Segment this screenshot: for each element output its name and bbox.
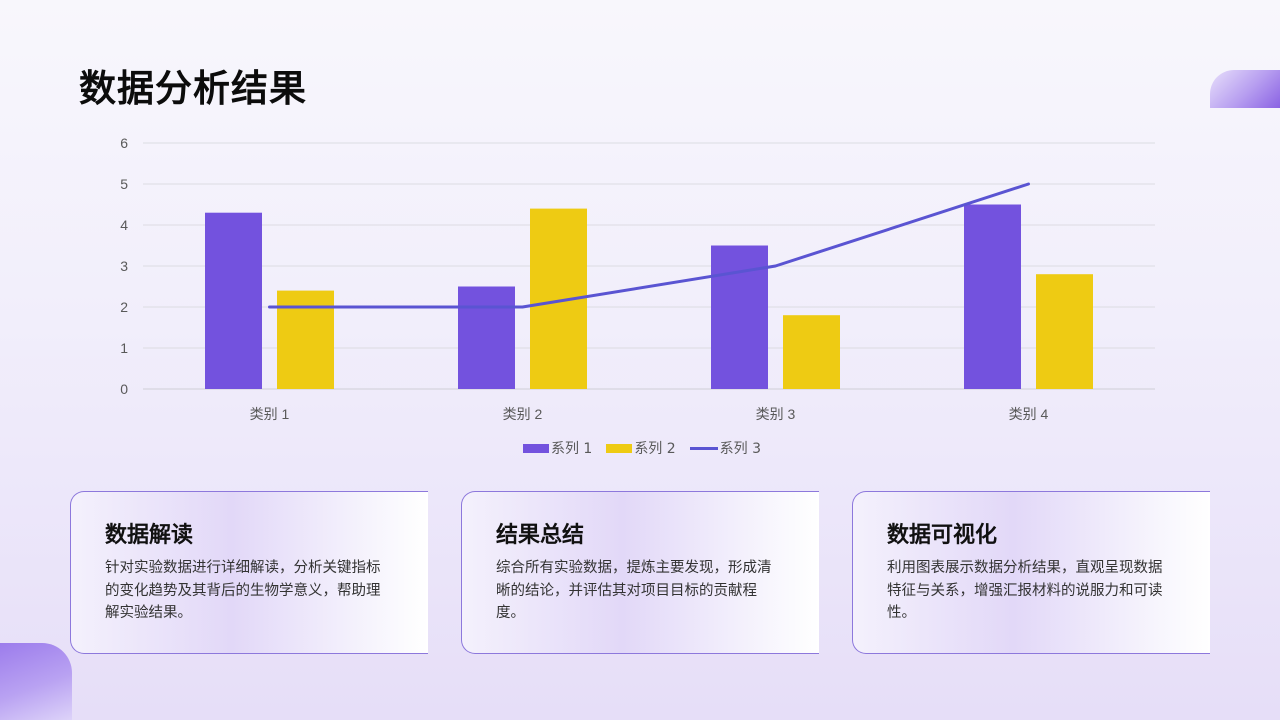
- y-tick-label: 5: [120, 176, 128, 192]
- line-series-3: [268, 182, 1030, 309]
- bar-series-1: [458, 286, 515, 389]
- bar-series-1: [711, 245, 768, 389]
- combo-chart: 0 1 2 3 4 5 6 类别 1 类别 2 类别 3 类别 4: [120, 135, 1155, 422]
- chart-line-series: [268, 182, 1030, 309]
- card-body: 综合所有实验数据，提炼主要发现，形成清晰的结论，并评估其对项目目标的贡献程度。: [496, 560, 772, 621]
- x-tick-label: 类别 4: [1009, 406, 1049, 422]
- card-body: 利用图表展示数据分析结果，直观呈现数据特征与关系，增强汇报材料的说服力和可读性。: [887, 560, 1163, 621]
- y-tick-label: 6: [120, 135, 128, 151]
- chart-legend: 系列 1 系列 2 系列 3: [0, 438, 1280, 458]
- legend-swatch-series-2: [606, 443, 633, 453]
- legend-item-series-1: 系列 1: [522, 438, 593, 458]
- corner-decoration: [0, 643, 72, 720]
- info-card-data-interpretation: 数据解读 针对实验数据进行详细解读，分析关键指标的变化趋势及其背后的生物学意义，…: [70, 491, 428, 654]
- x-tick-label: 类别 1: [250, 406, 290, 422]
- x-tick-label: 类别 2: [503, 406, 543, 422]
- y-tick-label: 4: [120, 217, 128, 233]
- card-body: 针对实验数据进行详细解读，分析关键指标的变化趋势及其背后的生物学意义，帮助理解实…: [105, 560, 381, 621]
- corner-decoration: [1210, 70, 1280, 108]
- bar-series-2: [783, 315, 840, 389]
- y-tick-label: 2: [120, 299, 128, 315]
- legend-item-series-3: 系列 3: [689, 438, 762, 458]
- legend-swatch-series-1: [522, 443, 549, 453]
- bar-series-1: [964, 204, 1021, 389]
- card-title: 数据可视化: [887, 523, 998, 548]
- chart-bars: [205, 204, 1093, 389]
- card-title: 数据解读: [105, 523, 194, 548]
- legend-label: 系列 1: [550, 441, 593, 457]
- bar-series-2: [1036, 274, 1093, 389]
- page-title: 数据分析结果: [79, 67, 307, 110]
- info-card-data-visualization: 数据可视化 利用图表展示数据分析结果，直观呈现数据特征与关系，增强汇报材料的说服…: [852, 491, 1210, 654]
- x-tick-label: 类别 3: [756, 406, 796, 422]
- info-card-result-summary: 结果总结 综合所有实验数据，提炼主要发现，形成清晰的结论，并评估其对项目目标的贡…: [461, 491, 819, 654]
- bar-series-1: [205, 212, 262, 389]
- y-tick-label: 0: [120, 381, 128, 397]
- legend-label: 系列 3: [719, 441, 762, 457]
- y-tick-label: 1: [120, 340, 128, 356]
- legend-line-series-3: [689, 446, 718, 450]
- y-tick-label: 3: [120, 258, 128, 274]
- legend-item-series-2: 系列 2: [606, 438, 676, 458]
- bar-series-2: [277, 290, 334, 389]
- legend-label: 系列 2: [634, 441, 676, 457]
- chart-axis-labels: 0 1 2 3 4 5 6 类别 1 类别 2 类别 3 类别 4: [120, 135, 1048, 422]
- card-title: 结果总结: [496, 523, 585, 548]
